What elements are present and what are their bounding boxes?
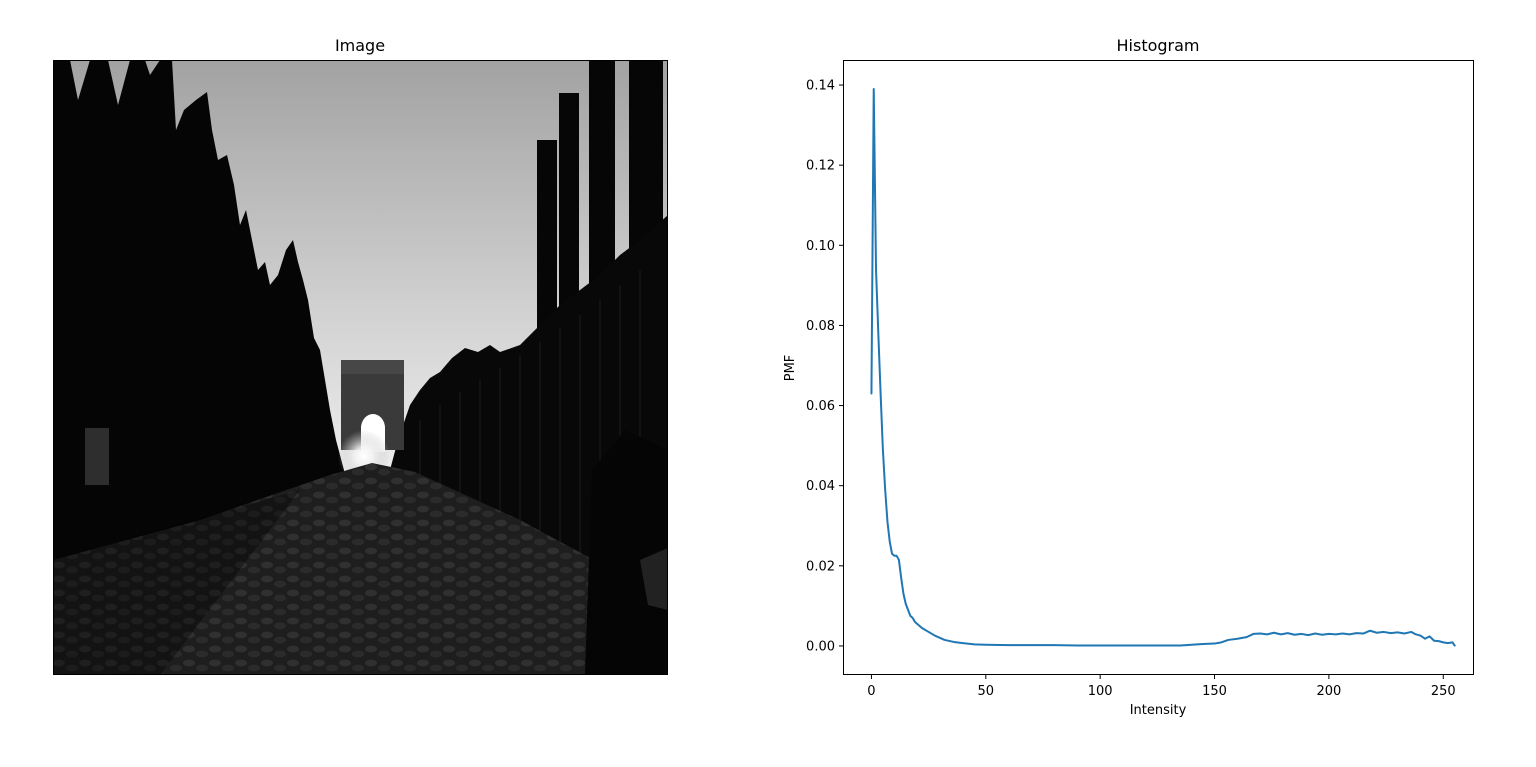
x-tick-label: 50 — [978, 684, 995, 699]
y-tick-label: 0.02 — [806, 559, 835, 574]
x-tick-label: 250 — [1431, 684, 1456, 699]
histogram-title: Histogram — [1117, 36, 1200, 55]
x-axis-label: Intensity — [1130, 703, 1187, 718]
y-tick-label: 0.10 — [806, 239, 835, 254]
x-tick-label: 200 — [1316, 684, 1341, 699]
histogram-plot-area: 0 50 100 150 200 250 0.00 0.02 0.04 0.06 0.08 0.10… — [806, 60, 1474, 699]
photo — [53, 60, 668, 675]
y-tick-label: 0.08 — [806, 319, 835, 334]
x-axis-ticks: 0 50 100 150 200 250 — [867, 674, 1456, 699]
y-tick-label: 0.06 — [806, 399, 835, 414]
y-axis-ticks: 0.00 0.02 0.04 0.06 0.08 0.10 0.12 0.14 — [806, 79, 844, 654]
image-title: Image — [335, 36, 385, 55]
x-tick-label: 100 — [1088, 684, 1113, 699]
y-tick-label: 0.14 — [806, 79, 835, 94]
y-tick-label: 0.04 — [806, 479, 835, 494]
pmf-series-line — [870, 88, 1456, 647]
y-axis-label: PMF — [783, 355, 798, 382]
y-tick-label: 0.00 — [806, 639, 835, 654]
x-tick-label: 0 — [867, 684, 875, 699]
image-frame — [53, 60, 668, 675]
y-tick-label: 0.12 — [806, 159, 835, 174]
x-tick-label: 150 — [1202, 684, 1227, 699]
histogram-axes-frame — [843, 60, 1474, 675]
